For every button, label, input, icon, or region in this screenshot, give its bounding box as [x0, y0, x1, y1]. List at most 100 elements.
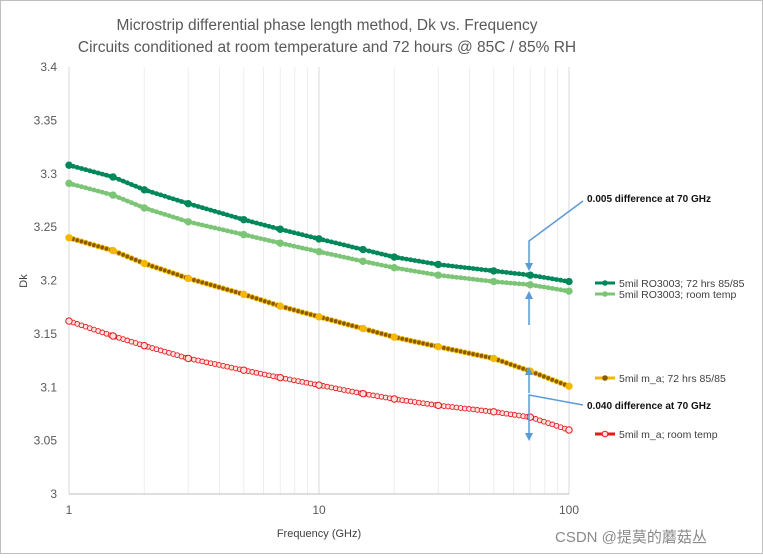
series-0-point-23	[162, 193, 168, 199]
series-1-point-6	[91, 187, 97, 193]
series-3-value-marker-4	[240, 366, 248, 374]
series-0-value-marker-8	[390, 253, 398, 261]
series-1-value-marker-4	[240, 230, 248, 239]
series-0-point-55	[295, 231, 301, 237]
y-tick-label-1: 3.05	[34, 434, 58, 448]
series-0-point-22	[158, 192, 164, 198]
series-0-point-16	[133, 183, 139, 189]
series-0-point-13	[120, 178, 126, 184]
series-1-point-67	[345, 255, 351, 261]
series-3-value-marker-3	[184, 354, 192, 363]
series-0-point-30	[191, 202, 197, 208]
series-1-point-63	[329, 252, 334, 257]
series-0-point-49	[270, 225, 276, 230]
series-1-point-13	[120, 196, 126, 202]
series-1-point-86	[424, 270, 430, 276]
series-1-point-33	[204, 223, 209, 229]
series-1-point-106	[508, 280, 514, 286]
series-2-value-marker-5	[276, 302, 284, 310]
series-1-value-marker-6	[315, 247, 323, 256]
annotation-text-top: 0.005 difference at 70 GHz	[587, 194, 711, 205]
series-1-point-30	[191, 220, 197, 226]
annotations: 0.005 difference at 70 GHz 0.040 differe…	[525, 194, 711, 441]
series-1-point-94	[458, 275, 464, 281]
series-1-point-100	[483, 278, 489, 283]
chart-title-line-2: Circuits conditioned at room temperature…	[78, 39, 576, 56]
series-1-point-53	[287, 242, 293, 248]
series-0-point-2	[74, 165, 80, 170]
series-1-point-32	[199, 222, 205, 228]
series-1-point-21	[154, 209, 159, 215]
series-1-point-23	[162, 212, 168, 217]
series-0-point-62	[324, 238, 330, 244]
series-0-point-105	[504, 270, 509, 275]
series-0-point-48	[266, 223, 272, 229]
series-1-point-24	[166, 213, 172, 219]
series-1-point-9	[104, 191, 109, 196]
series-0-point-81	[404, 256, 409, 262]
series-1-point-26	[174, 215, 180, 221]
series-0-point-35	[212, 208, 218, 214]
series-1-point-108	[516, 281, 522, 287]
series-3-value-marker-7	[359, 389, 367, 398]
series-1-point-74	[374, 261, 380, 267]
series-1-point-75	[379, 262, 384, 268]
series-1-point-36	[216, 226, 222, 232]
series-0	[65, 161, 573, 286]
series-0-point-73	[370, 249, 376, 255]
series-0-point-47	[262, 222, 268, 228]
series-1-point-82	[408, 268, 414, 273]
series-1-value-marker-11	[526, 281, 534, 289]
series-0-point-100	[483, 267, 489, 273]
series-3-value-marker-6	[315, 381, 323, 389]
series-0-point-67	[345, 243, 351, 249]
watermark-text: CSDN @提莫的蘑菇丛	[555, 529, 707, 546]
series-1-value-marker-12	[565, 287, 573, 295]
series-0-point-58	[308, 234, 314, 240]
series-1-point-7	[95, 188, 101, 194]
series-1-point-49	[270, 239, 276, 244]
annotation-text-bottom: 0.040 difference at 70 GHz	[587, 401, 711, 412]
series-1-point-104	[499, 279, 505, 285]
y-tick-label-0: 3	[50, 487, 57, 501]
series-3-value-marker-5	[276, 373, 284, 382]
series-0-point-76	[383, 252, 389, 258]
series-0-point-53	[287, 229, 293, 235]
series-1-point-16	[133, 202, 139, 207]
series-0-point-44	[249, 219, 255, 225]
series-3-value-marker-10	[490, 408, 498, 416]
series-1-point-93	[454, 274, 459, 280]
legend-label-1: 5mil RO3003; room temp	[619, 289, 736, 301]
series-1-point-15	[129, 200, 134, 206]
annotation-arrow-bottom	[528, 394, 584, 437]
series-0-point-34	[208, 207, 214, 213]
series-1-value-marker-8	[390, 263, 398, 272]
y-axis-label: Dk	[18, 274, 30, 288]
series-3-value-marker-11	[526, 413, 534, 421]
series-0-point-115	[545, 275, 551, 281]
series-group	[65, 161, 573, 434]
series-0-value-marker-12	[565, 277, 573, 286]
series-2-value-marker-7	[359, 324, 367, 333]
series-1-value-marker-1	[109, 191, 117, 199]
series-0-point-94	[458, 264, 464, 270]
series-0-point-40	[233, 214, 239, 220]
series-0-point-9	[104, 172, 109, 178]
series-1-point-80	[399, 266, 405, 272]
series-0-value-marker-2	[140, 186, 148, 194]
x-tick-label-2: 100	[559, 503, 579, 517]
series-0-point-95	[462, 265, 468, 270]
series-0-point-52	[283, 228, 289, 234]
series-3-value-marker-8	[390, 395, 398, 403]
series-0-value-marker-3	[184, 199, 192, 208]
series-0-point-98	[474, 266, 480, 272]
series-2-value-marker-12	[565, 382, 573, 390]
series-0-point-57	[304, 233, 309, 239]
series-1-point-56	[299, 245, 305, 251]
series-0-point-112	[533, 273, 539, 279]
series-0-point-39	[229, 213, 234, 219]
series-1-point-25	[170, 214, 176, 220]
series-0-value-marker-7	[359, 245, 367, 254]
